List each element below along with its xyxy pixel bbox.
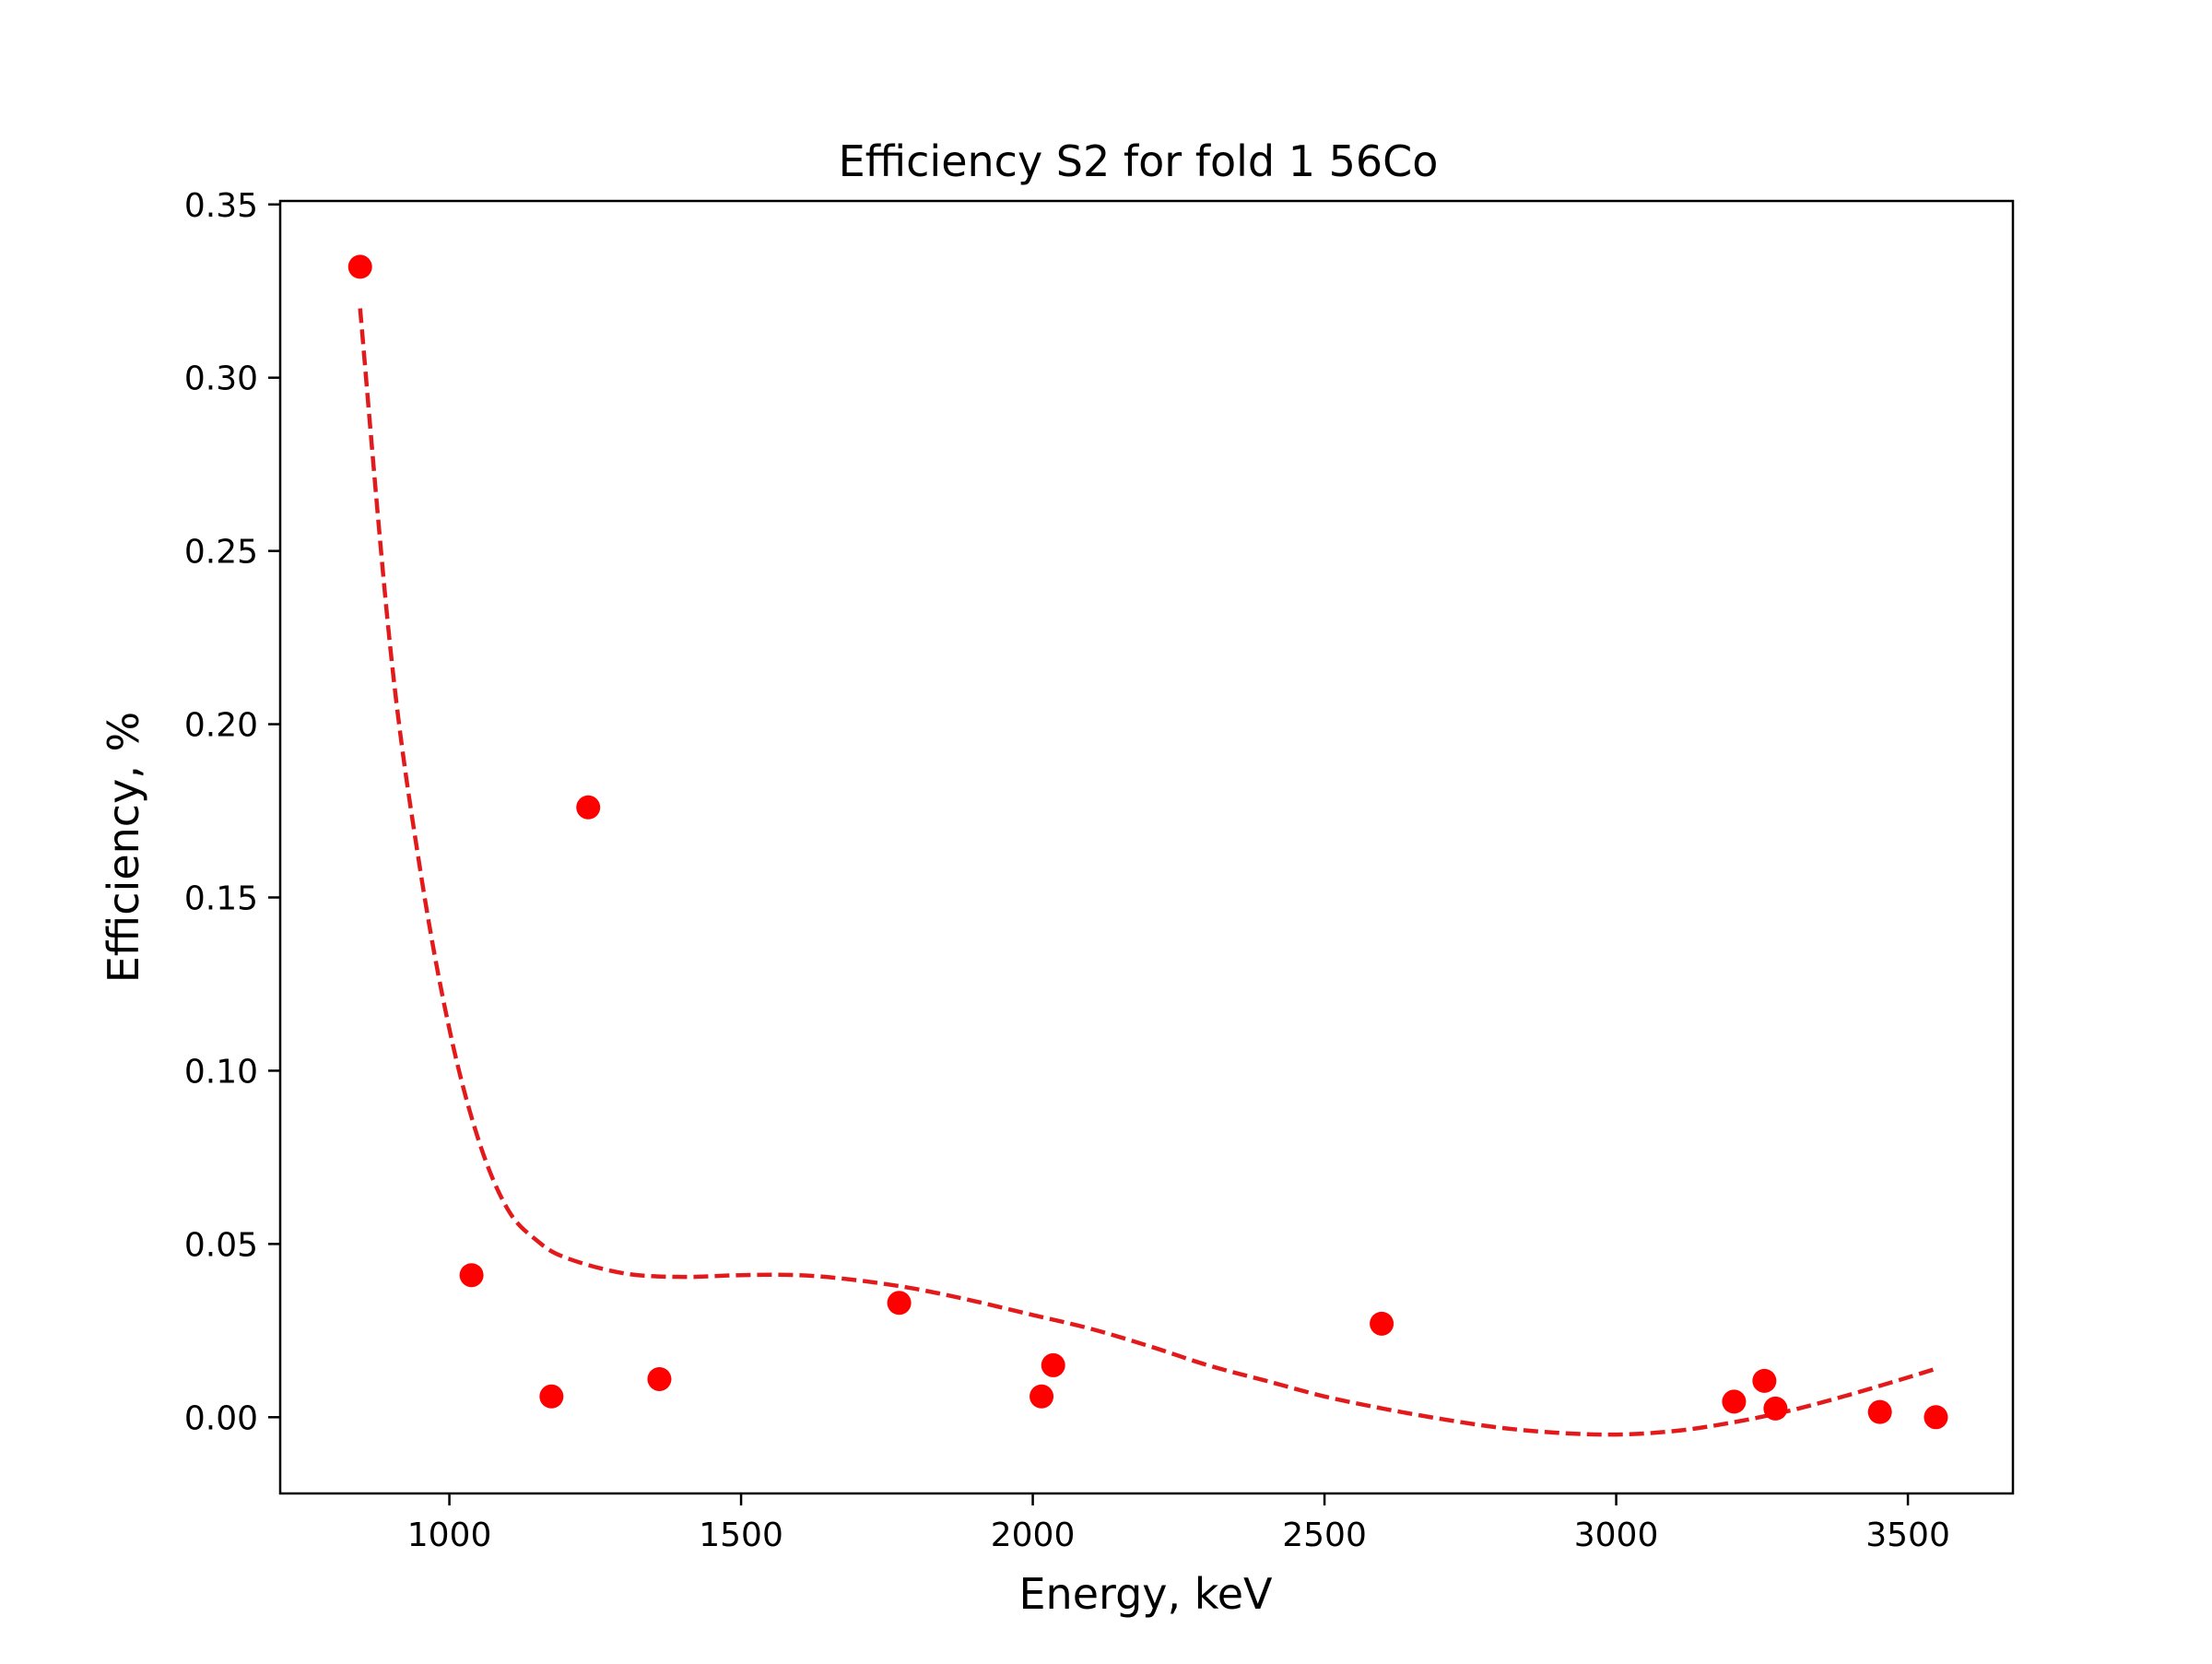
data-point — [1867, 1399, 1892, 1424]
data-point — [1722, 1389, 1747, 1414]
data-point — [887, 1291, 912, 1316]
fit-curve-line — [358, 308, 1937, 1437]
x-tick-label: 3500 — [1865, 1516, 1950, 1554]
x-tick-label: 1000 — [407, 1516, 492, 1554]
data-point — [647, 1366, 672, 1391]
data-point — [1924, 1405, 1948, 1430]
y-tick-label: 0.05 — [184, 1226, 258, 1264]
data-point — [1763, 1396, 1788, 1421]
data-point — [1030, 1384, 1054, 1409]
x-tick-label: 1500 — [699, 1516, 783, 1554]
data-point — [1370, 1311, 1394, 1336]
data-point — [347, 254, 372, 279]
data-point — [539, 1384, 564, 1409]
plot-area — [347, 254, 1948, 1437]
y-tick-label: 0.35 — [184, 187, 258, 225]
y-tick-label: 0.00 — [184, 1399, 258, 1437]
y-tick-label: 0.30 — [184, 360, 258, 398]
x-axis: 1000 1500 2000 2500 3000 3500 — [407, 1493, 1950, 1554]
x-axis-label: Energy, keV — [1018, 1569, 1273, 1619]
x-tick-label: 2000 — [991, 1516, 1076, 1554]
data-point — [459, 1263, 484, 1288]
y-axis-label: Efficiency, % — [99, 712, 148, 984]
y-tick-label: 0.15 — [184, 880, 258, 918]
y-tick-label: 0.25 — [184, 534, 258, 572]
x-tick-label: 2500 — [1282, 1516, 1367, 1554]
y-tick-label: 0.20 — [184, 707, 258, 745]
y-axis: 0.00 0.05 0.10 0.15 0.20 0.25 0.30 0.35 — [184, 187, 280, 1437]
plot-frame — [278, 199, 2015, 1495]
chart-title: Efficiency S2 for fold 1 56Co — [839, 136, 1439, 186]
data-point — [1041, 1352, 1065, 1377]
x-tick-label: 3000 — [1574, 1516, 1659, 1554]
data-point — [1752, 1368, 1777, 1393]
y-tick-label: 0.10 — [184, 1053, 258, 1091]
data-point — [576, 795, 601, 820]
